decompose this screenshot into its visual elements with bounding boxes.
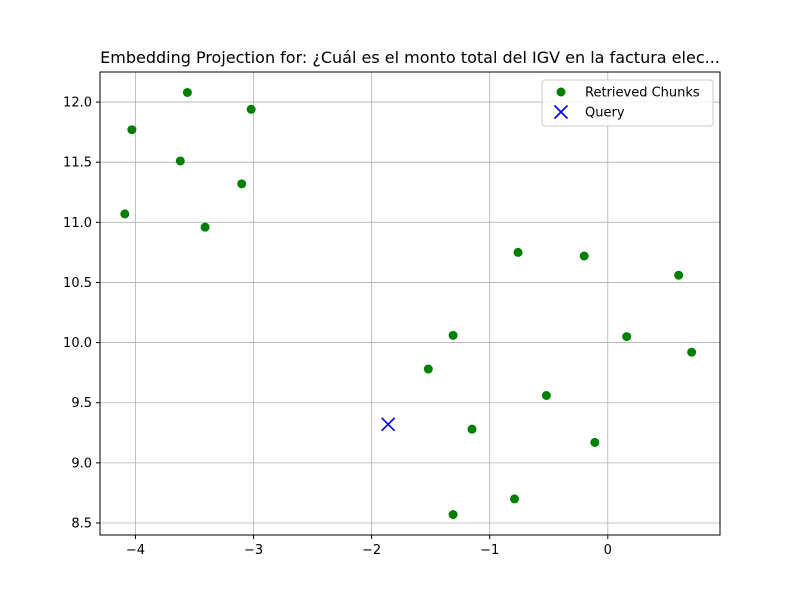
y-tick-label: 8.5	[71, 516, 92, 531]
legend-label: Retrieved Chunks	[585, 86, 700, 101]
chunk-point	[687, 347, 697, 357]
chunk-point	[237, 179, 247, 189]
chunk-point	[448, 510, 458, 520]
chunk-point	[579, 251, 589, 261]
grid	[100, 72, 720, 535]
y-tick-label: 12.0	[63, 96, 92, 111]
y-tick-label: 9.0	[71, 456, 92, 471]
chart-marks	[120, 87, 697, 520]
chunk-point	[423, 364, 433, 374]
x-tick-label: −1	[480, 543, 499, 558]
chunk-point	[622, 332, 632, 342]
query-point	[381, 417, 396, 432]
x-tick-label: −3	[244, 543, 263, 558]
chart-title: Embedding Projection for: ¿Cuál es el mo…	[100, 48, 720, 67]
y-tick-label: 11.5	[63, 156, 92, 171]
legend-marker	[556, 87, 566, 97]
chunk-point	[590, 437, 600, 447]
chunk-point	[510, 494, 520, 504]
chunk-point	[200, 222, 210, 232]
x-tick-label: −2	[362, 543, 381, 558]
x-tick-label: −4	[126, 543, 145, 558]
legend-marker	[553, 104, 569, 120]
chunk-point	[467, 424, 477, 434]
chunk-point	[175, 156, 185, 166]
chunk-point	[246, 104, 256, 114]
chunk-point	[182, 87, 192, 97]
chunk-point	[127, 125, 137, 135]
y-tick-label: 10.5	[63, 276, 92, 291]
axes-frame	[99, 71, 721, 536]
axis-ticks: −4 −3 −2 −1 0 8.5 9.0 9.5 10.0 10.5 11.0 11.5 12.0	[63, 96, 612, 558]
legend-box	[541, 79, 714, 127]
y-tick-label: 9.5	[71, 396, 92, 411]
legend: Retrieved Chunks Query	[541, 79, 714, 127]
chunk-point	[513, 247, 523, 257]
y-tick-label: 11.0	[63, 216, 92, 231]
chunk-point	[541, 390, 551, 400]
chunk-point	[448, 330, 458, 340]
legend-label: Query	[585, 106, 625, 121]
chunk-point	[120, 209, 130, 219]
x-tick-label: 0	[604, 543, 612, 558]
chunk-point	[674, 270, 684, 280]
y-tick-label: 10.0	[63, 336, 92, 351]
